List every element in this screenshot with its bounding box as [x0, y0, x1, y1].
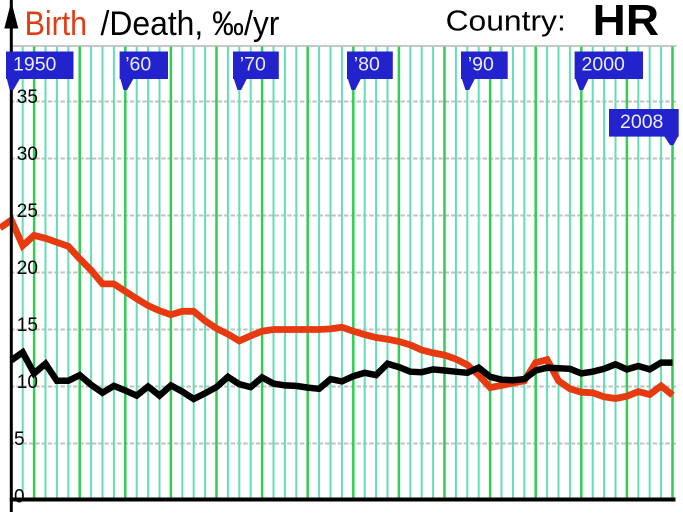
svg-text:5: 5	[14, 429, 25, 450]
svg-text:20: 20	[17, 258, 38, 279]
svg-text:’90: ’90	[468, 54, 494, 76]
svg-text:Country:: Country:	[446, 6, 566, 38]
svg-text:2000: 2000	[582, 54, 626, 76]
svg-text:Birth: Birth	[25, 5, 88, 43]
svg-text:30: 30	[17, 144, 38, 165]
svg-text:’60: ’60	[125, 54, 151, 76]
svg-text:35: 35	[17, 87, 38, 108]
svg-text:’80: ’80	[354, 54, 380, 76]
svg-text:HR: HR	[593, 0, 659, 45]
svg-text:15: 15	[17, 315, 38, 336]
svg-text:’70: ’70	[240, 54, 266, 76]
svg-text:2008: 2008	[620, 111, 663, 133]
svg-text:0: 0	[14, 487, 25, 508]
svg-text:25: 25	[17, 201, 38, 222]
svg-text:1950: 1950	[13, 54, 57, 76]
svg-text:/Death, ‰/yr: /Death, ‰/yr	[101, 5, 280, 43]
svg-text:10: 10	[17, 372, 38, 393]
